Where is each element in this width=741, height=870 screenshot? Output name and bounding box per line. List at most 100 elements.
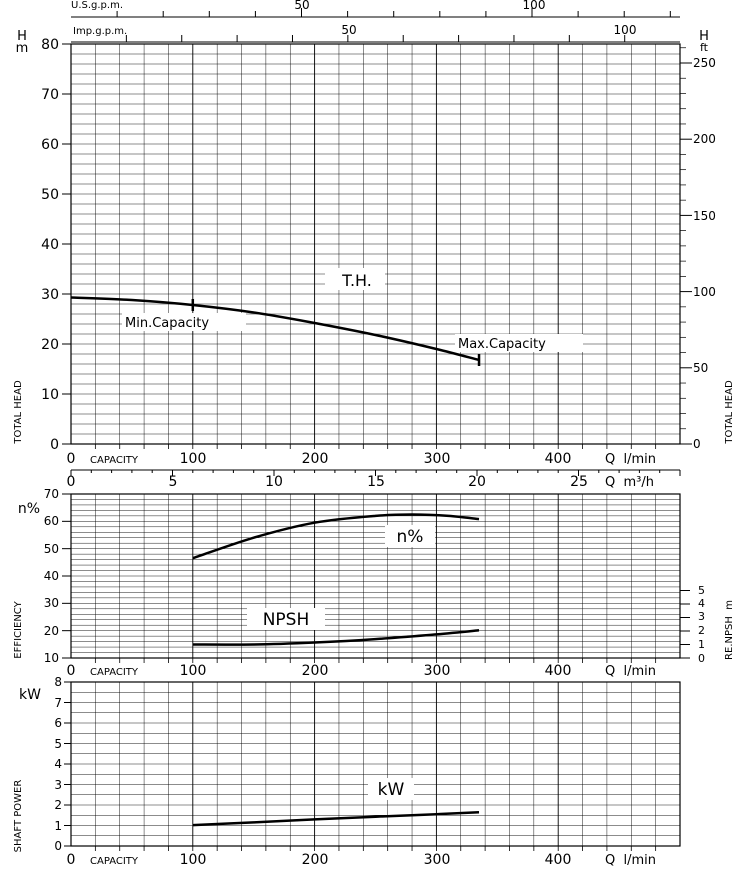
cap2-tick-label-200: 200 xyxy=(302,663,329,679)
head-ytick-label-70: 70 xyxy=(41,87,59,103)
cap-tick-label-100: 100 xyxy=(180,451,207,467)
cap-unit-lmin-head: Q l/min xyxy=(605,452,656,467)
cap3-tick-label-400: 400 xyxy=(545,852,572,868)
head-ytick-label-30: 30 xyxy=(41,287,59,303)
capacity-axis-efficiency: 0 CAPACITY 100 200 300 400 Q l/min xyxy=(67,663,656,679)
npsh-tick-label-4: 4 xyxy=(698,597,705,610)
capacity-label-eff: CAPACITY xyxy=(90,667,139,678)
pow-ytick-label-3: 3 xyxy=(54,778,62,792)
head-ylabel-left: TOTAL HEAD xyxy=(13,380,24,445)
eff-ytick-label-40: 40 xyxy=(44,569,59,583)
npsh-curve-label: NPSH xyxy=(263,610,310,630)
cap-tick-label-0: 0 xyxy=(67,451,76,467)
pow-ytick-label-2: 2 xyxy=(54,798,62,812)
cap-unit-lmin-power: Q l/min xyxy=(605,853,656,868)
impgpm-label: Imp.g.p.m. xyxy=(73,26,127,37)
pow-ytick-label-7: 7 xyxy=(54,696,62,710)
m3h-tick-label-5: 5 xyxy=(169,474,178,490)
head-ytick-label-20: 20 xyxy=(41,337,59,353)
head-ytick-label-0: 0 xyxy=(50,437,59,453)
power-chart: kW 0 1 2 3 4 5 6 7 8 SHAFT POWER kW xyxy=(13,675,680,853)
m3h-tick-label-10: 10 xyxy=(265,474,283,490)
capacity-label-head: CAPACITY xyxy=(90,455,139,466)
eff-curve-label: n% xyxy=(397,527,424,547)
npsh-tick-label-5: 5 xyxy=(698,584,705,597)
impgpm-tick-label-50: 50 xyxy=(341,23,356,37)
cap3-tick-label-200: 200 xyxy=(302,852,329,868)
m3h-tick-label-15: 15 xyxy=(367,474,385,490)
kw-curve-label: kW xyxy=(378,780,405,800)
eff-left-unit: n% xyxy=(18,501,40,517)
m3h-tick-label-25: 25 xyxy=(570,474,588,490)
usgpm-ticks xyxy=(117,8,670,17)
pump-performance-chart: U.S.g.p.m. 50 100 Imp.g.p.m. 50 100 H m … xyxy=(0,0,741,870)
usgpm-scale: U.S.g.p.m. 50 100 xyxy=(71,0,680,17)
head-right-tick-label-200: 200 xyxy=(693,132,716,146)
head-right-tick-label-150: 150 xyxy=(693,209,716,223)
cap2-tick-label-400: 400 xyxy=(545,663,572,679)
head-ytick-label-80: 80 xyxy=(41,37,59,53)
power-left-unit: kW xyxy=(19,687,41,703)
usgpm-label: U.S.g.p.m. xyxy=(71,0,123,11)
head-chart: H m H ft 0 10 20 30 40 50 60 70 80 0 50 … xyxy=(13,29,735,453)
efficiency-chart: n% 10 20 30 40 50 60 70 0 1 2 3 4 5 EFFI… xyxy=(13,487,735,665)
min-capacity-label: Min.Capacity xyxy=(125,316,209,331)
cap-unit-m3h: Q m³/h xyxy=(605,475,654,490)
npsh-ylabel-right: RE.NPSH m xyxy=(724,600,735,660)
cap2-tick-label-300: 300 xyxy=(424,663,451,679)
capacity-label-power: CAPACITY xyxy=(90,856,139,867)
impgpm-tick-label-100: 100 xyxy=(614,23,637,37)
head-left-unit-m: m xyxy=(16,41,29,56)
eff-ytick-label-50: 50 xyxy=(44,542,59,556)
cap-unit-lmin-eff: Q l/min xyxy=(605,664,656,679)
m3h-ticks xyxy=(71,470,680,476)
impgpm-scale: Imp.g.p.m. 50 100 xyxy=(71,23,680,42)
head-ytick-label-50: 50 xyxy=(41,187,59,203)
head-right-tick-label-50: 50 xyxy=(693,361,708,375)
head-ytick-label-60: 60 xyxy=(41,137,59,153)
npsh-tick-label-3: 3 xyxy=(698,610,705,623)
m3h-tick-label-20: 20 xyxy=(468,474,486,490)
cap2-tick-label-0: 0 xyxy=(67,663,76,679)
eff-ytick-label-60: 60 xyxy=(44,514,59,528)
head-right-tick-label-100: 100 xyxy=(693,285,716,299)
power-grid xyxy=(64,682,680,851)
eff-ytick-label-30: 30 xyxy=(44,596,59,610)
cap3-tick-label-300: 300 xyxy=(424,852,451,868)
head-ylabel-right: TOTAL HEAD xyxy=(724,380,735,445)
cap-tick-label-200: 200 xyxy=(302,451,329,467)
capacity-axis-power: 0 CAPACITY 100 200 300 400 Q l/min xyxy=(67,852,656,868)
pow-ytick-label-5: 5 xyxy=(54,737,62,751)
th-curve-label: T.H. xyxy=(341,271,372,290)
max-capacity-label: Max.Capacity xyxy=(458,337,546,352)
impgpm-ticks xyxy=(126,35,624,42)
usgpm-tick-label-100: 100 xyxy=(523,0,546,12)
head-right-tick-label-0: 0 xyxy=(693,437,701,451)
cap-tick-label-400: 400 xyxy=(545,451,572,467)
pow-ytick-label-8: 8 xyxy=(54,675,62,689)
pow-ytick-label-4: 4 xyxy=(54,757,62,771)
cap3-tick-label-0: 0 xyxy=(67,852,76,868)
pow-ytick-label-1: 1 xyxy=(54,819,62,833)
eff-ytick-label-10: 10 xyxy=(44,651,59,665)
npsh-tick-label-2: 2 xyxy=(698,624,705,637)
pow-ytick-label-6: 6 xyxy=(54,716,62,730)
head-ytick-label-40: 40 xyxy=(41,237,59,253)
cap3-tick-label-100: 100 xyxy=(180,852,207,868)
head-right-unit-ft: ft xyxy=(700,41,709,54)
power-ylabel-left: SHAFT POWER xyxy=(13,780,24,853)
cap2-tick-label-100: 100 xyxy=(180,663,207,679)
npsh-tick-label-1: 1 xyxy=(698,638,705,651)
capacity-axis-head: 0 CAPACITY 100 200 300 400 Q l/min 0 5 1… xyxy=(67,451,680,490)
eff-ytick-label-20: 20 xyxy=(44,624,59,638)
eff-ylabel-left: EFFICIENCY xyxy=(13,600,24,658)
head-grid xyxy=(62,44,692,449)
efficiency-grid xyxy=(62,494,690,663)
eff-ytick-label-70: 70 xyxy=(44,487,59,501)
npsh-tick-label-0: 0 xyxy=(698,652,705,665)
head-right-tick-label-250: 250 xyxy=(693,56,716,70)
cap-tick-label-300: 300 xyxy=(424,451,451,467)
m3h-tick-label-0: 0 xyxy=(67,474,76,490)
pow-ytick-label-0: 0 xyxy=(54,839,62,853)
head-ytick-label-10: 10 xyxy=(41,387,59,403)
